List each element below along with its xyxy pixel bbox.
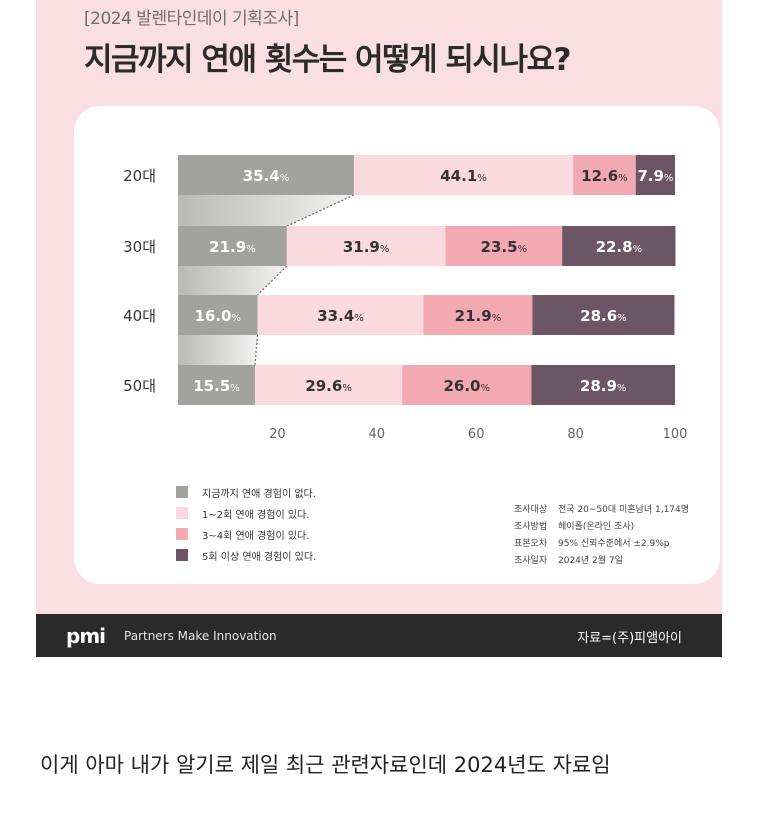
legend-item-3-4: 3~4회 연애 경험이 있다.	[176, 526, 396, 542]
category-label: 20대	[123, 167, 156, 185]
bar-segment	[178, 365, 256, 405]
survey-value: 전국 20~50대 미혼남녀 1,174명	[558, 505, 690, 515]
bar-segment	[402, 365, 532, 405]
bar-segment	[635, 155, 675, 195]
legend-swatch-5plus	[176, 549, 188, 561]
data-label: 16.0%	[194, 307, 241, 325]
chart-card: 20대 35.4% 44.1% 12.6% 7.9% 30대 21.9% 31.9% 23.5%…	[74, 106, 720, 584]
legend-label-3-4: 3~4회 연애 경험이 있다.	[202, 531, 310, 542]
category-label: 50대	[123, 377, 156, 395]
data-label: 26.0%	[443, 377, 490, 395]
post-caption: 이게 아마 내가 알기로 제일 최근 관련자료인데 2024년도 자료임	[40, 753, 611, 777]
survey-subtitle: [2024 발렌타인데이 기획조사]	[84, 9, 299, 29]
data-label: 23.5%	[481, 238, 528, 256]
data-label: 28.6%	[580, 307, 627, 325]
trend-line	[254, 334, 259, 366]
data-label: 28.9%	[580, 377, 627, 395]
data-source: 자료=(주)피앰아이	[577, 631, 682, 646]
brand-tagline: Partners Make Innovation	[124, 629, 277, 643]
x-tick-label: 80	[567, 427, 584, 442]
bar-segment	[178, 295, 258, 335]
data-label: 22.8%	[596, 238, 643, 256]
infographic-panel: [2024 발렌타인데이 기획조사] 지금까지 연애 횟수는 어떻게 되시나요?…	[36, 0, 722, 657]
footer-bar: pmi Partners Make Innovation 자료=(주)피앰아이	[36, 614, 722, 657]
x-tick-label: 60	[468, 427, 485, 442]
bar-segment	[178, 155, 354, 195]
data-label: 12.6%	[581, 167, 628, 185]
bar-segment	[532, 295, 675, 335]
bar-segment	[286, 226, 446, 266]
survey-value: 95% 신뢰수준에서 ±2.9%p	[558, 539, 670, 549]
bar-segment	[255, 365, 403, 405]
bar-segment	[445, 226, 563, 266]
legend-label-1-2: 1~2회 연애 경험이 있다.	[202, 510, 310, 521]
survey-key: 조사일자	[514, 556, 548, 566]
data-label: 7.9%	[637, 167, 673, 185]
pmi-logo: pmi	[66, 624, 106, 648]
category-label: 30대	[123, 238, 156, 256]
data-label: 21.9%	[209, 238, 256, 256]
survey-key: 조사방법	[514, 522, 548, 532]
data-label: 44.1%	[440, 167, 487, 185]
legend-swatch-3-4	[176, 528, 188, 540]
x-tick-label: 20	[269, 427, 286, 442]
x-tick-label: 40	[369, 427, 386, 442]
bar-segment	[257, 295, 424, 335]
stacked-bar-chart: 20대 35.4% 44.1% 12.6% 7.9% 30대 21.9% 31.9% 23.5%…	[123, 155, 688, 442]
bar-segment	[178, 226, 287, 266]
survey-row-error: 표본오차 95% 신뢰수준에서 ±2.9%p	[514, 536, 714, 550]
data-label: 35.4%	[243, 167, 290, 185]
data-label: 31.9%	[343, 238, 390, 256]
legend-item-5plus: 5회 이상 연애 경험이 있다.	[176, 547, 396, 563]
legend-label-none: 지금까지 연애 경험이 없다.	[202, 489, 316, 500]
legend-item-none: 지금까지 연애 경험이 없다.	[176, 484, 396, 500]
trend-area	[178, 335, 258, 365]
trend-area	[178, 266, 287, 295]
trend-line	[257, 265, 288, 296]
survey-row-method: 조사방법 헤이폴(온라인 조사)	[514, 519, 714, 533]
survey-value: 헤이폴(온라인 조사)	[558, 522, 635, 532]
trend-area	[178, 195, 354, 226]
survey-value: 2024년 2월 7일	[558, 556, 623, 566]
bar-segment	[353, 155, 574, 195]
x-tick-label: 100	[663, 427, 688, 442]
data-label: 21.9%	[455, 307, 502, 325]
bar-segment	[531, 365, 675, 405]
survey-key: 표본오차	[514, 539, 548, 549]
survey-row-date: 조사일자 2024년 2월 7일	[514, 553, 714, 567]
trend-line	[286, 194, 355, 227]
legend-swatch-1-2	[176, 507, 188, 519]
category-label: 40대	[123, 307, 156, 325]
survey-key: 조사대상	[514, 505, 548, 515]
data-label: 33.4%	[317, 307, 364, 325]
legend-swatch-none	[176, 486, 188, 498]
chart-title: 지금까지 연애 횟수는 어떻게 되시나요?	[84, 42, 571, 78]
legend-label-5plus: 5회 이상 연애 경험이 있다.	[202, 552, 317, 563]
bar-segment	[573, 155, 636, 195]
bar-segment	[423, 295, 533, 335]
data-label: 15.5%	[193, 377, 240, 395]
legend-item-1-2: 1~2회 연애 경험이 있다.	[176, 505, 396, 521]
data-label: 29.6%	[305, 377, 352, 395]
survey-row-target: 조사대상 전국 20~50대 미혼남녀 1,174명	[514, 502, 714, 516]
bar-segment	[562, 226, 676, 266]
